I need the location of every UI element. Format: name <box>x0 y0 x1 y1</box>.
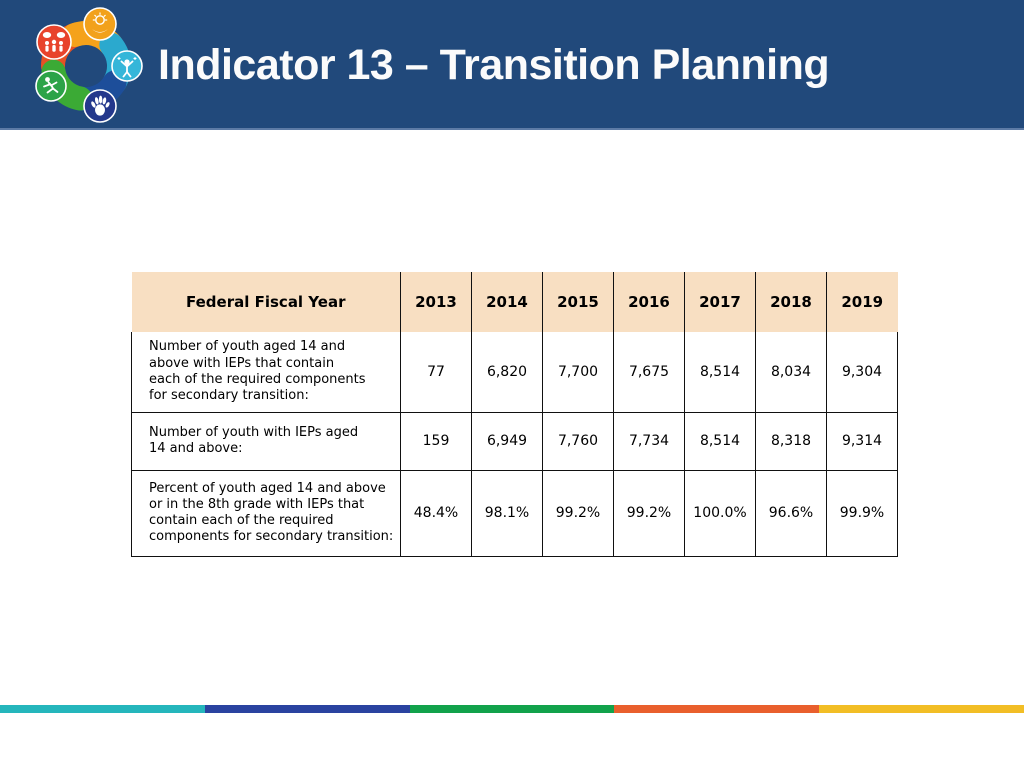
header-band <box>0 0 1024 130</box>
value-cell: 99.2% <box>613 469 685 557</box>
value-cell: 9,304 <box>826 332 898 413</box>
value-cell: 7,700 <box>542 332 614 413</box>
handprint-badge-icon <box>83 89 117 123</box>
fiscal-year-table: Federal Fiscal Year 2013 2014 2015 2016 … <box>131 272 898 557</box>
value-cell: 48.4% <box>400 469 472 557</box>
value-cell: 6,949 <box>471 411 543 471</box>
header-cell-2019: 2019 <box>826 272 898 332</box>
header-cell-2018: 2018 <box>755 272 827 332</box>
value-cell: 8,514 <box>684 411 756 471</box>
stripe-segment-green <box>409 705 615 713</box>
cheering-person-badge-icon <box>111 50 143 82</box>
table-row: Number of youth with IEPs aged 14 and ab… <box>131 411 898 471</box>
row-label-cell: Number of youth with IEPs aged 14 and ab… <box>131 411 401 471</box>
value-cell: 7,675 <box>613 332 685 413</box>
value-cell: 9,314 <box>826 411 898 471</box>
stripe-segment-orange <box>614 705 820 713</box>
value-cell: 77 <box>400 332 472 413</box>
header-cell-2014: 2014 <box>471 272 543 332</box>
table-row: Number of youth aged 14 and above with I… <box>131 332 898 413</box>
table-row: Percent of youth aged 14 and above or in… <box>131 469 898 557</box>
table-header-row: Federal Fiscal Year 2013 2014 2015 2016 … <box>131 272 898 332</box>
row-label-cell: Number of youth aged 14 and above with I… <box>131 332 401 413</box>
header-cell-2017: 2017 <box>684 272 756 332</box>
value-cell: 96.6% <box>755 469 827 557</box>
value-cell: 6,820 <box>471 332 543 413</box>
family-badge-icon <box>36 24 72 60</box>
value-cell: 8,514 <box>684 332 756 413</box>
hand-sun-badge-icon <box>83 7 117 41</box>
value-cell: 99.9% <box>826 469 898 557</box>
value-cell: 7,760 <box>542 411 614 471</box>
header-cell-2016: 2016 <box>613 272 685 332</box>
header-cell-2015: 2015 <box>542 272 614 332</box>
value-cell: 99.2% <box>542 469 614 557</box>
value-cell: 98.1% <box>471 469 543 557</box>
header-cell-2013: 2013 <box>400 272 472 332</box>
value-cell: 8,034 <box>755 332 827 413</box>
value-cell: 159 <box>400 411 472 471</box>
value-cell: 100.0% <box>684 469 756 557</box>
row-label-cell: Percent of youth aged 14 and above or in… <box>131 469 401 557</box>
value-cell: 8,318 <box>755 411 827 471</box>
stripe-segment-teal <box>0 705 205 713</box>
page-title: Indicator 13 – Transition Planning <box>158 40 830 89</box>
stripe-segment-blue <box>204 705 410 713</box>
leaping-person-badge-icon <box>35 70 67 102</box>
program-logo <box>18 0 154 136</box>
swirl-logo-icon <box>35 7 143 123</box>
stripe-segment-yellow <box>819 705 1024 713</box>
footer-stripe <box>0 705 1024 713</box>
value-cell: 7,734 <box>613 411 685 471</box>
header-cell-federal-fiscal-year: Federal Fiscal Year <box>131 272 401 332</box>
